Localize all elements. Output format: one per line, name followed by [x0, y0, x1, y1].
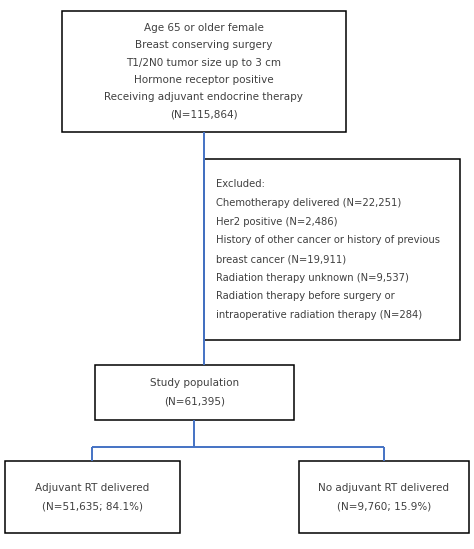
FancyBboxPatch shape	[299, 461, 469, 533]
Text: (N=61,395): (N=61,395)	[164, 397, 225, 407]
Text: Radiation therapy before surgery or: Radiation therapy before surgery or	[216, 292, 394, 301]
Text: History of other cancer or history of previous: History of other cancer or history of pr…	[216, 236, 440, 245]
Text: Age 65 or older female: Age 65 or older female	[144, 23, 264, 33]
Text: Hormone receptor positive: Hormone receptor positive	[134, 75, 273, 85]
Text: Her2 positive (N=2,486): Her2 positive (N=2,486)	[216, 217, 337, 227]
Text: Excluded:: Excluded:	[216, 180, 264, 189]
Text: Study population: Study population	[150, 378, 239, 388]
Text: intraoperative radiation therapy (N=284): intraoperative radiation therapy (N=284)	[216, 310, 422, 320]
FancyBboxPatch shape	[5, 461, 180, 533]
Text: (N=51,635; 84.1%): (N=51,635; 84.1%)	[42, 501, 143, 511]
FancyBboxPatch shape	[95, 365, 294, 420]
Text: Adjuvant RT delivered: Adjuvant RT delivered	[35, 483, 150, 492]
Text: Chemotherapy delivered (N=22,251): Chemotherapy delivered (N=22,251)	[216, 198, 401, 208]
FancyBboxPatch shape	[62, 11, 346, 132]
Text: Breast conserving surgery: Breast conserving surgery	[135, 41, 273, 51]
Text: (N=9,760; 15.9%): (N=9,760; 15.9%)	[337, 501, 431, 511]
Text: (N=115,864): (N=115,864)	[170, 109, 237, 120]
Text: Receiving adjuvant endocrine therapy: Receiving adjuvant endocrine therapy	[104, 92, 303, 102]
Text: Radiation therapy unknown (N=9,537): Radiation therapy unknown (N=9,537)	[216, 273, 409, 283]
FancyBboxPatch shape	[204, 159, 460, 340]
Text: breast cancer (N=19,911): breast cancer (N=19,911)	[216, 254, 346, 264]
Text: No adjuvant RT delivered: No adjuvant RT delivered	[319, 483, 449, 492]
Text: T1/2N0 tumor size up to 3 cm: T1/2N0 tumor size up to 3 cm	[126, 58, 282, 68]
